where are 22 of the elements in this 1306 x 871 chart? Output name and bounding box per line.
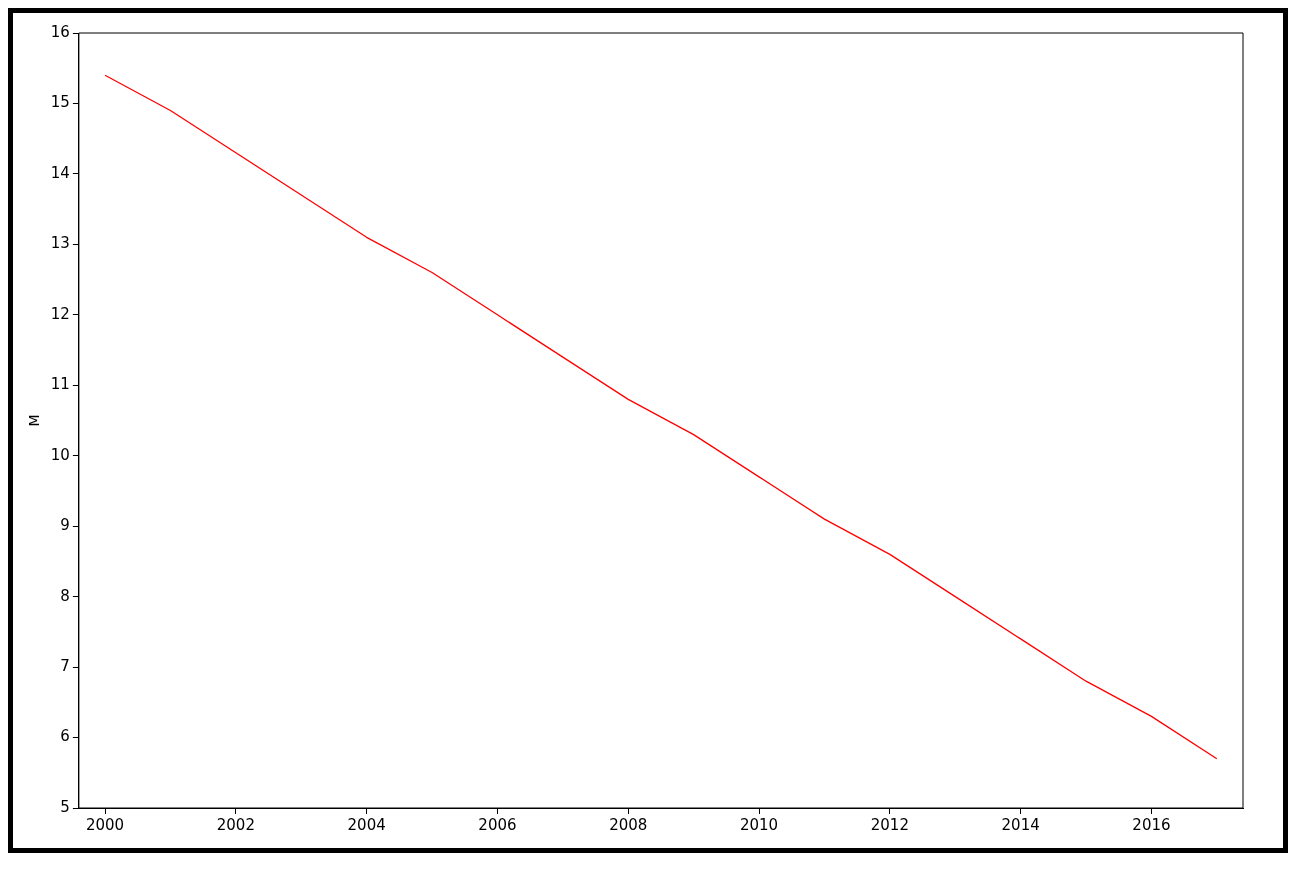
y-tick-label: 5 <box>60 797 70 816</box>
x-tick-label: 2010 <box>739 815 779 834</box>
x-tick-label: 2006 <box>478 815 517 834</box>
y-tick-label: 10 <box>50 445 70 464</box>
y-tick-label: 13 <box>50 234 70 253</box>
y-tick-label: 11 <box>50 375 70 394</box>
x-tick-label: 2014 <box>1001 815 1040 834</box>
x-tick-label: 2012 <box>870 815 909 834</box>
y-tick-label: 9 <box>60 516 70 535</box>
y-tick-label: 16 <box>50 22 70 41</box>
y-axis-title: M <box>26 414 43 427</box>
x-tick-label: 2004 <box>347 815 386 834</box>
y-tick-label: 12 <box>50 304 70 323</box>
y-tick-label: 15 <box>50 93 70 112</box>
y-tick-label: 6 <box>60 727 70 746</box>
x-tick-label: 2008 <box>609 815 648 834</box>
x-tick-label: 2016 <box>1132 815 1171 834</box>
y-tick-label: 8 <box>60 586 70 605</box>
x-tick-label: 2002 <box>216 815 255 834</box>
y-tick-label: 7 <box>60 656 70 675</box>
x-tick-label: 2000 <box>85 815 125 834</box>
y-tick-label: 14 <box>50 163 70 182</box>
